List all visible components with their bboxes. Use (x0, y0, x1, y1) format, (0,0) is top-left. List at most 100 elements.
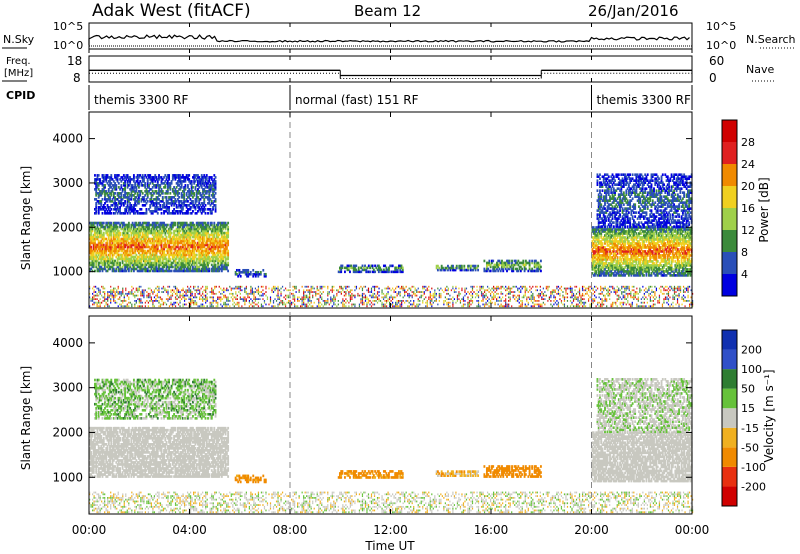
power-cell (162, 196, 164, 199)
power-cell (227, 240, 229, 243)
power-cell (672, 268, 674, 271)
power-cell (252, 269, 254, 272)
power-cell (678, 260, 680, 263)
power-cell (215, 264, 217, 267)
power-cell (205, 212, 207, 215)
power-cell (102, 212, 104, 215)
power-cell (132, 248, 134, 251)
power-cell (540, 266, 542, 269)
power-cell (128, 222, 130, 225)
power-cell (250, 271, 252, 274)
nave-tick-top: 60 (709, 54, 724, 68)
power-cell (227, 270, 229, 273)
noise-left-tick-top: 10^5 (53, 20, 83, 33)
power-cell (206, 174, 208, 177)
power-cell (192, 186, 194, 189)
power-heatmap (89, 173, 693, 307)
power-cell (162, 190, 164, 193)
power-cell (215, 198, 217, 201)
power-cell (461, 265, 463, 268)
power-cell (213, 222, 215, 225)
beam-label: Beam 12 (354, 2, 421, 20)
power-cell (522, 260, 524, 263)
cpid-segment-label: themis 3300 RF (94, 93, 188, 107)
power-cell (187, 184, 189, 187)
cpid-segment-label: themis 3300 RF (597, 93, 691, 107)
power-cell (157, 212, 159, 215)
freq-label-line2: [MHz] (4, 68, 33, 79)
noise-left-tick-bottom: 10^0 (53, 39, 83, 52)
power-cell (166, 196, 168, 199)
power-cell (142, 192, 144, 195)
power-cell (227, 250, 229, 253)
power-cell (141, 208, 143, 211)
noise-right-tick-top: 10^5 (706, 20, 736, 33)
power-cell (211, 222, 213, 225)
power-cell (355, 265, 357, 268)
power-cell (488, 260, 490, 263)
power-cell (171, 232, 173, 235)
power-cell (187, 200, 189, 203)
power-cell (128, 234, 130, 237)
power-cell (477, 269, 479, 272)
power-cell (118, 182, 120, 185)
power-cell (240, 275, 242, 278)
power-cell (193, 192, 195, 195)
power-cell (147, 200, 149, 203)
power-cell (110, 174, 112, 177)
power-cell (349, 271, 351, 274)
power-cell (172, 266, 174, 269)
power-cell (103, 222, 105, 225)
nave-tick-bottom: 0 (709, 71, 717, 85)
power-cell (100, 230, 102, 233)
station-title: Adak West (fitACF) (92, 1, 251, 21)
power-cell (509, 260, 511, 263)
power-cell (639, 242, 641, 245)
power-cell (208, 268, 210, 271)
power-cell (163, 202, 165, 205)
power-cell (118, 174, 120, 177)
freq-trace (89, 70, 692, 78)
power-cell (402, 267, 404, 270)
power-cell (196, 254, 198, 257)
power-cell (166, 236, 168, 239)
power-cell (110, 212, 112, 215)
power-cell (227, 222, 229, 225)
power-cell (531, 260, 533, 263)
power-cell (133, 174, 135, 177)
freq-tick-top: 18 (67, 54, 82, 68)
radar-figure: Adak West (fitACF) Beam 12 26/Jan/2016 N… (0, 0, 800, 554)
power-cell (104, 184, 106, 187)
power-cell (643, 274, 645, 277)
power-cell (342, 265, 344, 268)
power-cell (119, 232, 121, 235)
power-cell (110, 208, 112, 211)
power-cell (215, 204, 217, 207)
freq-tick-bottom: 8 (73, 71, 81, 85)
power-cell (99, 178, 101, 181)
power-cell (114, 192, 116, 195)
cpid-segments: themis 3300 RF normal (fast) 151 RF themis… (89, 85, 691, 110)
power-cell (369, 271, 371, 274)
power-cell (265, 273, 267, 276)
power-cell (215, 180, 217, 183)
power-cell (110, 222, 112, 225)
power-cell (178, 192, 180, 195)
power-cell (169, 192, 171, 195)
power-cell (103, 232, 105, 235)
nave-label: Nave (746, 63, 774, 76)
power-cell (169, 258, 171, 261)
power-cell (463, 265, 465, 268)
noise-right-tick-bottom: 10^0 (706, 39, 736, 52)
power-cell (602, 242, 604, 245)
power-cell (98, 174, 100, 177)
power-cell (456, 265, 458, 268)
power-cell (452, 265, 454, 268)
power-cell (260, 271, 262, 274)
power-cell (178, 196, 180, 199)
power-cell (115, 184, 117, 187)
freq-label-line1: Freq. (6, 56, 31, 67)
noise-trace (89, 35, 692, 46)
power-cell (120, 184, 122, 187)
power-cell (168, 206, 170, 209)
